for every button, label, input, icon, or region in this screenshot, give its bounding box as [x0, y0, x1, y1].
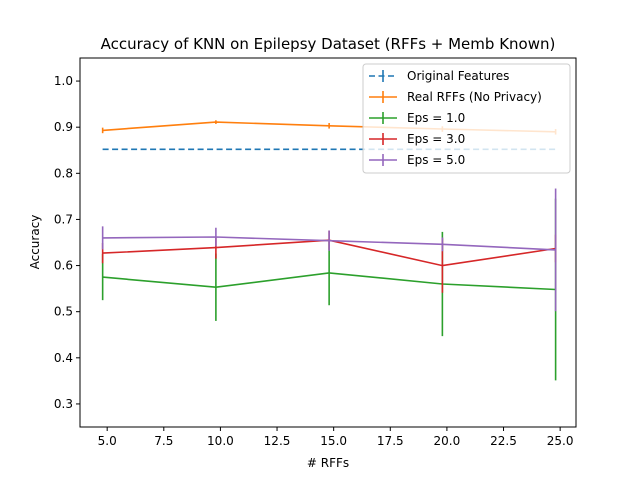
legend-entry: Eps = 5.0: [369, 153, 465, 167]
series-4: [101, 188, 557, 312]
y-tick-label: 0.6: [54, 259, 73, 273]
x-tick-label: 15.0: [320, 434, 347, 448]
x-tick-label: 20.0: [434, 434, 461, 448]
legend-label: Eps = 1.0: [407, 111, 465, 125]
y-tick-label: 1.0: [54, 74, 73, 88]
plot-series: [101, 120, 557, 381]
x-tick-label: 25.0: [547, 434, 574, 448]
x-tick-label: 17.5: [377, 434, 404, 448]
x-axis-label: # RFFs: [307, 456, 349, 470]
chart-title: Accuracy of KNN on Epilepsy Dataset (RFF…: [101, 35, 556, 53]
x-tick-label: 12.5: [264, 434, 291, 448]
legend-entry: Eps = 3.0: [369, 132, 465, 146]
x-tick-label: 7.5: [154, 434, 173, 448]
x-tick-label: 10.0: [207, 434, 234, 448]
legend-label: Real RFFs (No Privacy): [407, 90, 542, 104]
plot-frame: [79, 57, 577, 428]
legend-label: Eps = 3.0: [407, 132, 465, 146]
y-tick-label: 0.7: [54, 212, 73, 226]
x-tick-label: 5.0: [98, 434, 117, 448]
y-tick-label: 0.9: [54, 120, 73, 134]
legend-label: Eps = 5.0: [407, 153, 465, 167]
y-tick-label: 0.8: [54, 166, 73, 180]
legend: Original Features Real RFFs (No Privacy) E…: [362, 63, 571, 174]
x-tick-label: 22.5: [490, 434, 517, 448]
y-axis-label: Accuracy: [28, 215, 42, 270]
legend-entry: Eps = 1.0: [369, 111, 465, 125]
legend-label: Original Features: [407, 69, 509, 83]
legend-box: [362, 63, 571, 174]
legend-entry: Real RFFs (No Privacy): [369, 90, 542, 104]
y-tick-label: 0.4: [54, 351, 73, 365]
legend-entry: Original Features: [369, 69, 509, 83]
y-tick-label: 0.5: [54, 305, 73, 319]
series-2: [101, 198, 557, 381]
x-axis: 5.0 7.5 10.0 12.5 15.0 17.5 20.0 22.5 25.0: [98, 427, 574, 448]
y-axis: 0.3 0.4 0.5 0.6 0.7 0.8 0.9 1.0: [54, 74, 80, 411]
y-tick-label: 0.3: [54, 397, 73, 411]
